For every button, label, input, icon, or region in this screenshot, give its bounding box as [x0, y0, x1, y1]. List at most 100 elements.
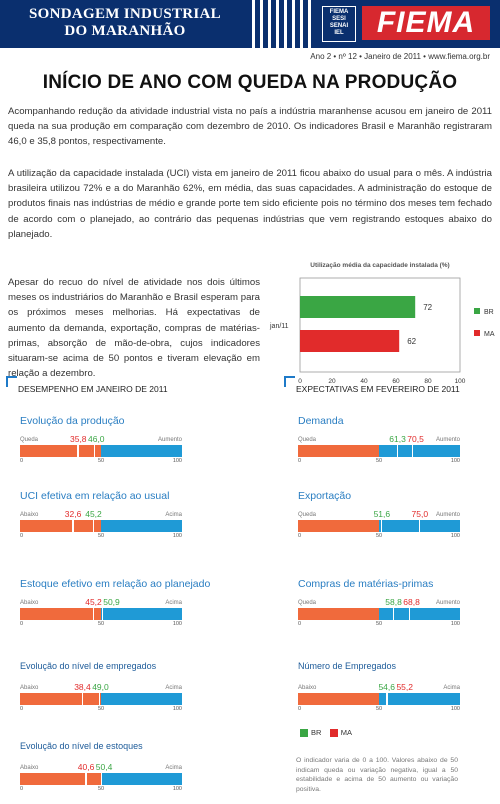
ma-marker [408, 608, 411, 620]
br-marker [98, 693, 101, 705]
system-fiema: FIEMA [329, 9, 349, 15]
scale-bar [20, 773, 182, 785]
scale-bar-negative [20, 520, 101, 532]
bar-br [300, 296, 416, 318]
scale-high-label: Acima [165, 600, 182, 606]
x-tick-label: 80 [424, 378, 432, 385]
axis-mid: 50 [98, 533, 105, 539]
br-value: 50,9 [103, 597, 120, 607]
br-marker [396, 445, 399, 457]
indicator-panel: Exportação Queda Aumento 75,0 51,6 0 50 100 [298, 490, 460, 546]
scale-high-label: Acima [165, 512, 182, 518]
legend-ma-label: MA [340, 728, 353, 737]
uci-chart: Utilização média da capacidade instalada… [262, 262, 498, 392]
indicator-title: Evolução do nível de empregados [20, 661, 157, 671]
footnote: O indicador varia de 0 a 100. Valores ab… [296, 757, 458, 793]
ma-value: 32,6 [64, 509, 82, 519]
br-value: 46,0 [87, 434, 105, 444]
indicator-panel: Evolução da produção Queda Aumento 35,8 46,0… [20, 415, 182, 471]
br-value: 58,8 [385, 597, 402, 607]
axis-max: 100 [172, 458, 182, 464]
bar-label-br: 72 [423, 303, 432, 312]
legend-br-label: BR [311, 728, 322, 737]
axis-min: 0 [20, 786, 24, 792]
section-corner-icon [6, 376, 17, 387]
scale-low-label: Abaixo [298, 685, 317, 691]
scale-bar-negative [298, 608, 379, 620]
axis-mid: 50 [376, 458, 383, 464]
indicator-panel: Compras de matérias-primas Queda Aumento 68… [298, 578, 460, 634]
legend-swatch-ma [474, 330, 480, 336]
axis-mid: 50 [376, 533, 383, 539]
scale-high-label: Acima [165, 765, 182, 771]
axis-min: 0 [20, 533, 24, 539]
chart-title: Utilização média da capacidade instalada… [310, 262, 450, 269]
paragraph-1: Acompanhando redução da atividade indust… [8, 106, 492, 148]
bar-label-ma: 62 [407, 337, 416, 346]
axis-min: 0 [298, 533, 302, 539]
legend-label-br: BR [484, 309, 494, 316]
x-tick-label: 40 [360, 378, 368, 385]
indicator-title: UCI efetiva em relação ao usual [20, 490, 170, 502]
ma-marker [92, 608, 95, 620]
scale-bar-negative [20, 608, 101, 620]
uci-chart-svg: 72 BR 62 MA jan/11 0 20 40 60 80 100 [269, 277, 495, 385]
scale-bar [20, 608, 182, 620]
indicator-panel: Número de Empregados Abaixo Acima 55,2 54,6 0… [298, 661, 460, 717]
scale-high-label: Acima [165, 685, 182, 691]
paragraph-3: Apesar do recuo do nível de atividade no… [8, 277, 260, 380]
axis-max: 100 [172, 786, 182, 792]
x-tick-label: 100 [455, 378, 466, 385]
ma-marker [386, 693, 389, 705]
scale-bar-negative [298, 520, 379, 532]
system-iel: IEL [334, 30, 344, 36]
scale-high-label: Aumento [157, 437, 182, 443]
br-marker [380, 520, 383, 532]
legend-label-ma: MA [484, 331, 495, 338]
axis-max: 100 [450, 621, 460, 627]
indicator-title: Exportação [298, 490, 352, 502]
legend: BR MA [300, 728, 353, 738]
ma-value: 35,8 [69, 434, 87, 444]
scale-bar [298, 608, 460, 620]
title-line-1: SONDAGEM INDUSTRIAL [29, 6, 221, 22]
scale-bar-negative [20, 773, 101, 785]
scale-bar [298, 520, 460, 532]
system-sesi: SESI [332, 16, 346, 22]
axis-min: 0 [298, 621, 302, 627]
system-logo-box: FIEMA SESI SENAI IEL [322, 6, 356, 42]
axis-max: 100 [172, 706, 182, 712]
br-marker [101, 608, 104, 620]
plot-area [299, 277, 461, 373]
br-value: 49,0 [92, 682, 109, 692]
axis-mid: 50 [376, 706, 383, 712]
ma-value: 68,8 [403, 597, 420, 607]
scale-low-label: Queda [298, 437, 317, 443]
scale-high-label: Acima [443, 685, 460, 691]
axis-min: 0 [298, 458, 302, 464]
x-tick-label: 0 [298, 378, 302, 385]
scale-bar [20, 693, 182, 705]
axis-min: 0 [20, 458, 24, 464]
indicator-panel: UCI efetiva em relação ao usual Abaixo Aci… [20, 490, 182, 546]
indicator-title: Evolução da produção [20, 415, 125, 427]
indicator-title: Demanda [298, 415, 344, 427]
legend-ma-swatch [329, 729, 338, 738]
axis-min: 0 [20, 621, 24, 627]
br-marker [92, 520, 95, 532]
scale-bar [298, 693, 460, 705]
br-value: 50,4 [95, 762, 113, 772]
scale-high-label: Aumento [435, 600, 460, 606]
br-value: 61,3 [389, 434, 406, 444]
scale-high-label: Aumento [435, 437, 460, 443]
scale-low-label: Queda [298, 600, 317, 606]
legend-swatch-br [474, 308, 480, 314]
axis-max: 100 [450, 533, 460, 539]
br-marker [100, 773, 103, 785]
ma-marker [85, 773, 87, 785]
ma-marker [72, 520, 74, 532]
indicator-panel: Evolução do nível de estoques Abaixo Acima… [20, 741, 182, 797]
indicator-panel: Estoque efetivo em relação ao planejado A… [20, 578, 210, 634]
masthead: SONDAGEM INDUSTRIAL DO MARANHÃO FIEMA SE… [0, 0, 500, 48]
indicator-panel: Demanda Queda Aumento 70,5 61,3 0 50 100 [298, 415, 460, 471]
